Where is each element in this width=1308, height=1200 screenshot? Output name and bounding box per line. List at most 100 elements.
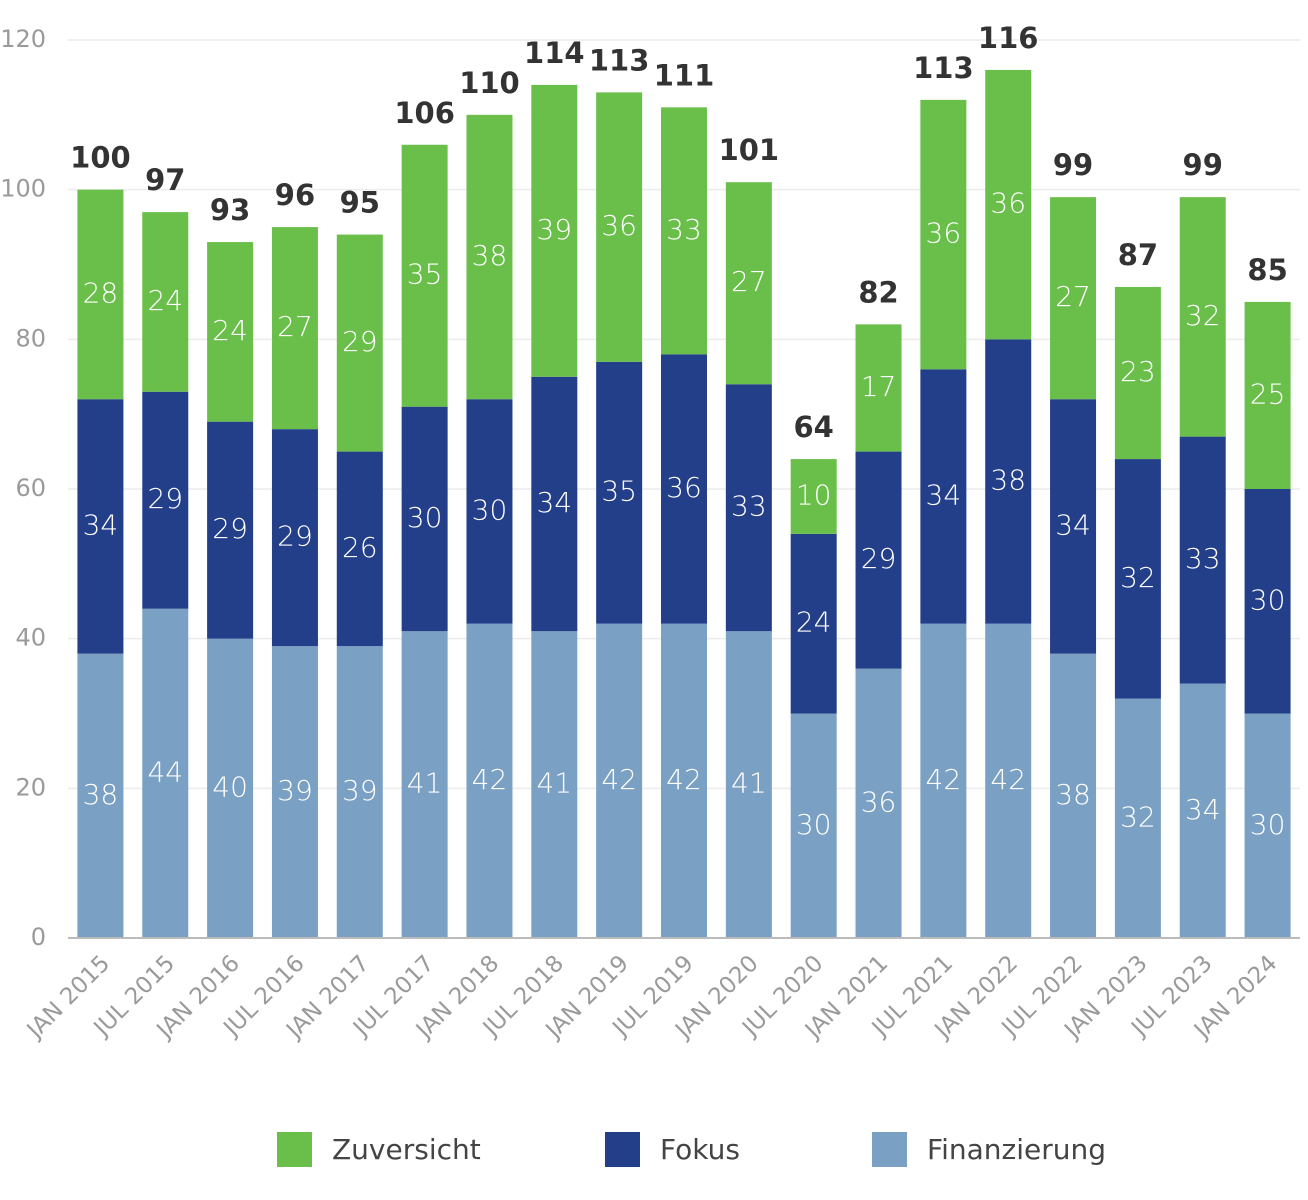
bar-segment [725, 384, 772, 632]
bar-segment [77, 189, 124, 400]
total-label: 99 [1183, 148, 1223, 182]
bar-segment [336, 451, 383, 647]
bar-segment [207, 638, 254, 938]
legend-label: Fokus [660, 1133, 740, 1166]
value-label: 35 [601, 475, 637, 508]
bar-segment [531, 376, 578, 632]
value-label: 38 [1055, 778, 1091, 811]
value-label: 33 [666, 213, 702, 246]
total-label: 82 [858, 275, 898, 309]
value-label: 29 [212, 512, 248, 545]
value-label: 32 [1185, 299, 1221, 332]
bar-segment [1179, 197, 1226, 437]
bar-segment [855, 324, 902, 452]
value-label: 42 [926, 763, 962, 796]
bar-segment [1050, 653, 1097, 938]
bar-segment [271, 646, 318, 938]
value-label: 36 [666, 471, 702, 504]
bar-segment [725, 182, 772, 385]
bar-segment [466, 114, 513, 400]
bar-segment [596, 361, 643, 624]
value-label: 30 [472, 493, 508, 526]
value-label: 24 [212, 314, 248, 347]
bar-segment [531, 631, 578, 938]
value-label: 34 [1055, 508, 1091, 541]
total-label: 64 [794, 410, 834, 444]
bar-segment [596, 623, 643, 938]
value-label: 41 [536, 767, 572, 800]
bar-segment [1050, 399, 1097, 654]
bar-segment [1114, 698, 1161, 938]
value-label: 33 [1185, 542, 1221, 575]
bar-segment [661, 623, 707, 938]
bar-segment [985, 623, 1032, 938]
y-tick-label: 120 [0, 25, 46, 53]
value-label: 29 [861, 542, 897, 575]
y-tick-label: 80 [15, 324, 46, 352]
bar-segment [142, 212, 189, 392]
value-label: 42 [472, 763, 508, 796]
y-tick-label: 20 [15, 773, 46, 801]
value-label: 27 [1055, 280, 1091, 313]
total-label: 100 [70, 141, 131, 175]
bar-segment [271, 227, 318, 430]
value-label: 30 [796, 808, 832, 841]
legend-swatch [605, 1132, 640, 1167]
value-label: 30 [1250, 808, 1286, 841]
value-label: 32 [1120, 561, 1156, 594]
value-label: 28 [83, 276, 119, 309]
value-label: 36 [990, 187, 1026, 220]
bar-segment [142, 608, 189, 938]
y-tick-label: 40 [15, 624, 46, 652]
bar-segment [661, 354, 707, 624]
value-label: 29 [342, 325, 378, 358]
bar-segment [985, 69, 1032, 340]
y-tick-label: 100 [0, 175, 46, 203]
value-label: 36 [601, 209, 637, 242]
total-label: 114 [524, 36, 585, 70]
bar-segment [661, 107, 707, 355]
value-label: 42 [990, 763, 1026, 796]
bar-segment [466, 623, 513, 938]
value-label: 38 [83, 778, 119, 811]
total-label: 96 [275, 178, 315, 212]
value-label: 29 [277, 520, 313, 553]
value-label: 36 [861, 785, 897, 818]
value-label: 10 [796, 478, 832, 511]
value-label: 30 [407, 501, 443, 534]
value-label: 41 [407, 767, 443, 800]
bar-segment [336, 234, 383, 452]
total-label: 113 [913, 51, 974, 85]
bar-segment [207, 242, 254, 422]
value-label: 29 [147, 482, 183, 515]
bar-segment [920, 99, 967, 370]
value-label: 36 [926, 217, 962, 250]
bar-segment [920, 623, 967, 938]
bar-segment [790, 533, 837, 714]
value-label: 24 [147, 284, 183, 317]
value-label: 25 [1250, 377, 1286, 410]
bar-segment [725, 631, 772, 938]
value-label: 44 [147, 755, 183, 788]
value-label: 33 [731, 490, 767, 523]
bar-segment [1114, 286, 1161, 460]
bar-segment [1050, 197, 1097, 400]
value-label: 39 [277, 774, 313, 807]
bar-segment [401, 631, 448, 938]
value-label: 34 [1185, 793, 1221, 826]
value-label: 17 [861, 370, 897, 403]
bar-segment [1244, 713, 1291, 938]
bar-segment [855, 451, 902, 669]
value-label: 39 [342, 774, 378, 807]
y-tick-label: 60 [15, 474, 46, 502]
bar-segment [596, 92, 643, 362]
legend-swatch [872, 1132, 907, 1167]
bar-segment [336, 646, 383, 938]
y-tick-label: 0 [31, 923, 46, 951]
bar-segment [142, 391, 189, 609]
bar-segment [790, 459, 837, 534]
value-label: 23 [1120, 355, 1156, 388]
legend-label: Zuversicht [332, 1133, 481, 1166]
total-label: 101 [719, 133, 780, 167]
